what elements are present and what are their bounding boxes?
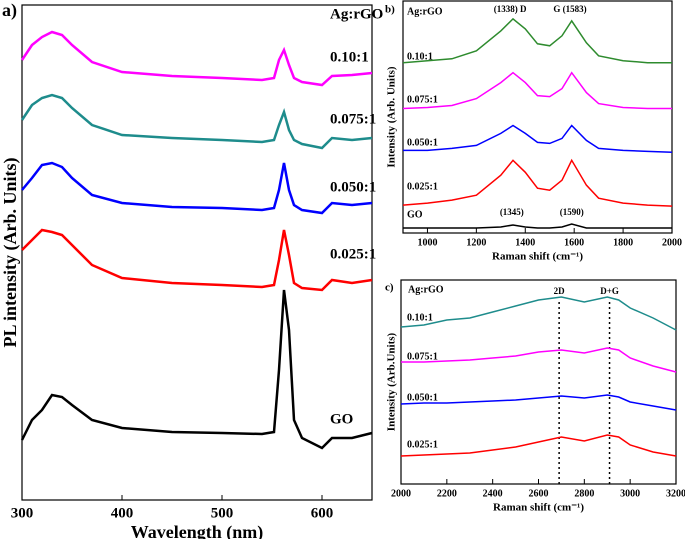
panel-label: c) [385,282,394,294]
series-label: 0.025:1 [330,246,376,262]
legend-title: Ag:rGO [408,284,444,295]
x-tick-label: 500 [211,505,234,521]
legend-title: Ag:rGO [330,6,383,22]
spectrum-line [401,347,677,373]
x-tick-label: 1600 [564,237,584,248]
x-tick-label: 300 [11,505,34,521]
x-axis-label: Raman shift (cm⁻¹) [493,502,584,514]
x-tick-label: 1400 [515,237,535,248]
spectrum-line [21,228,373,292]
plot-frame [21,4,373,501]
x-axis-label: Wavelength (nm) [131,522,264,539]
x-tick-label: 1000 [417,237,437,248]
x-tick-label: 3200 [666,488,685,499]
series-label: 0.075:1 [407,94,438,105]
spectrum-line [400,434,677,457]
x-tick-label: 2000 [662,237,682,248]
series-label: 0.075:1 [330,111,376,127]
x-tick-label: 2200 [437,488,457,499]
x-tick-label: 2800 [574,488,594,499]
peak-label: 2D [554,286,566,296]
spectrum-line [403,223,672,229]
spectrum-line [402,71,672,110]
series-label: 0.025:1 [407,439,438,450]
spectrum-line [400,394,677,411]
x-tick-label: 2400 [483,488,503,499]
plot-frame [402,0,673,234]
peak-label: (1338) D [494,4,527,14]
series-label: 0.10:1 [330,49,369,65]
peak-label: G (1583) [553,4,586,14]
peak-label: D+G [600,286,619,296]
peak-label: (1345) [500,207,524,217]
spectrum-line [400,296,677,331]
y-axis-label: Intensity (Arb.Units) [386,332,398,431]
spectrum-line [20,93,373,150]
spectrum-line [402,158,673,207]
legend-title: Ag:rGO [407,6,443,17]
x-tick-label: 3000 [620,488,640,499]
series-label: GO [407,209,423,220]
x-tick-label: 1800 [613,237,633,248]
x-tick-label: 2000 [391,488,411,499]
panel-label: b) [385,4,395,16]
x-tick-label: 400 [111,505,134,521]
x-tick-label: 1200 [466,237,486,248]
spectrum-line [20,30,373,87]
y-axis-label: Intensity (Arb. Units) [386,66,398,167]
series-label: 0.050:1 [330,179,376,195]
series-label: 0.10:1 [407,51,433,62]
spectrum-line [21,161,373,215]
spectrum-line [403,124,673,154]
x-tick-label: 600 [311,505,334,521]
series-label: 0.025:1 [407,181,438,192]
panel-label: a) [2,0,17,21]
series-label: 0.075:1 [407,351,438,362]
spectrum-line [20,289,373,450]
spectrum-line [402,17,672,64]
series-label: 0.050:1 [407,392,438,403]
series-label: 0.10:1 [407,312,433,323]
x-axis-label: Raman shift (cm⁻¹) [492,251,583,263]
peak-label: (1590) [560,207,584,217]
y-axis-label: PL intensity (Arb. Units) [0,157,21,347]
x-tick-label: 2600 [529,488,549,499]
series-label: 0.050:1 [407,137,438,148]
series-label: GO [330,411,353,427]
